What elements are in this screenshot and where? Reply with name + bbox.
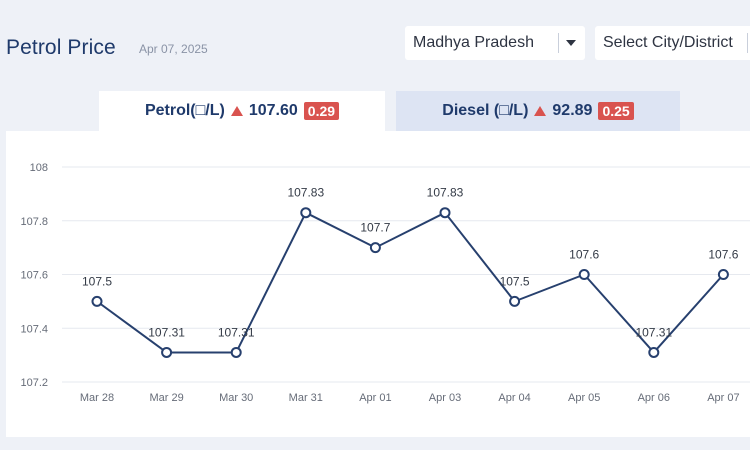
y-tick-label: 107.8 <box>20 216 48 228</box>
data-label: 107.83 <box>287 186 324 200</box>
x-tick-label: Mar 29 <box>149 392 183 404</box>
up-arrow-icon <box>534 106 547 116</box>
tab-diesel-price: 92.89 <box>552 102 593 119</box>
price-date: Apr 07, 2025 <box>139 42 208 56</box>
x-tick-label: Mar 31 <box>289 392 323 404</box>
data-label: 107.5 <box>82 274 112 288</box>
x-tick-label: Apr 03 <box>429 392 461 404</box>
data-point <box>509 295 521 307</box>
data-point <box>369 242 381 254</box>
data-point <box>230 346 242 358</box>
state-dropdown-value: Madhya Pradesh <box>413 34 534 51</box>
data-label: 107.31 <box>635 325 672 339</box>
y-tick-label: 107.4 <box>20 323 48 335</box>
data-point <box>300 207 312 219</box>
tab-petrol-change-badge: 0.29 <box>303 102 340 120</box>
data-label: 107.5 <box>500 274 530 288</box>
x-tick-label: Mar 30 <box>219 392 253 404</box>
data-label: 107.7 <box>360 221 390 235</box>
data-point <box>578 269 590 280</box>
x-tick-label: Mar 28 <box>80 392 114 404</box>
chart-panel <box>6 131 750 437</box>
city-dropdown-placeholder: Select City/District <box>603 34 733 51</box>
data-label: 107.83 <box>427 186 464 200</box>
data-label: 107.6 <box>708 248 738 262</box>
data-label: 107.31 <box>148 325 185 339</box>
data-point <box>439 207 451 219</box>
data-label: 107.31 <box>218 325 255 339</box>
dropdown-divider <box>747 33 748 53</box>
data-label: 107.6 <box>569 248 599 262</box>
x-tick-label: Apr 01 <box>359 392 391 404</box>
data-point <box>161 346 173 358</box>
up-arrow-icon <box>230 106 243 116</box>
tab-petrol[interactable]: Petrol(□/L) 107.60 0.29 <box>99 91 385 131</box>
data-point <box>648 346 660 358</box>
tab-petrol-price: 107.60 <box>248 102 298 119</box>
x-tick-label: Apr 05 <box>568 392 600 404</box>
price-line-chart: 108 107.8 107.6 107.4 107.2 Mar 28 Mar 29 Mar 3… <box>20 162 750 404</box>
chevron-down-icon[interactable] <box>566 40 576 46</box>
series-line <box>96 211 725 354</box>
data-point <box>91 295 103 307</box>
x-tick-label: Apr 07 <box>707 392 739 404</box>
x-tick-label: Apr 04 <box>498 392 530 404</box>
city-dropdown[interactable]: Select City/District <box>595 26 750 60</box>
tab-diesel-change-badge: 0.25 <box>598 102 634 120</box>
y-tick-label: 108 <box>30 162 48 174</box>
header-bar: Petrol Price Apr 07, 2025 Madhya Pradesh… <box>0 0 750 92</box>
data-point <box>717 269 729 280</box>
x-tick-label: Apr 06 <box>638 392 670 404</box>
y-tick-label: 107.6 <box>20 270 48 282</box>
page-title: Petrol Price <box>6 36 116 59</box>
tab-diesel[interactable]: Diesel (□/L) 92.89 0.25 <box>396 91 680 131</box>
tab-petrol-label: Petrol(□/L) <box>144 102 225 119</box>
y-tick-label: 107.2 <box>20 377 48 389</box>
tab-diesel-label: Diesel (□/L) <box>442 102 529 119</box>
state-dropdown[interactable]: Madhya Pradesh <box>405 26 585 60</box>
dropdown-divider <box>558 33 559 53</box>
